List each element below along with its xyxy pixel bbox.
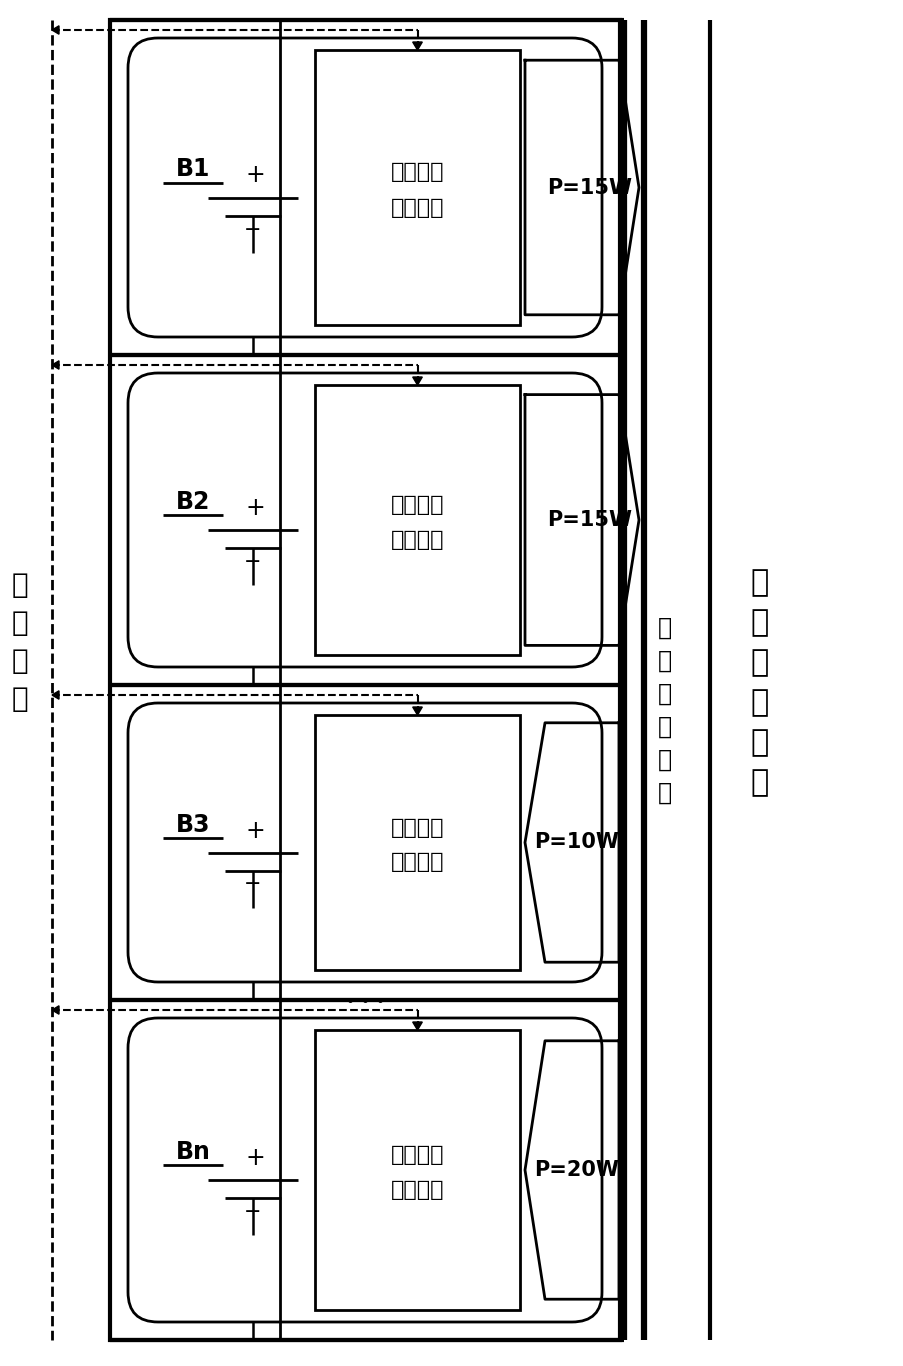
Text: 总: 总 <box>12 647 28 675</box>
Text: 线: 线 <box>12 684 28 713</box>
Text: +: + <box>245 164 265 187</box>
Text: 线: 线 <box>657 781 671 805</box>
Text: +: + <box>245 818 265 843</box>
Text: −: − <box>244 1202 262 1223</box>
Text: +: + <box>245 1146 265 1171</box>
Polygon shape <box>52 691 59 699</box>
Text: 总: 总 <box>657 747 671 772</box>
Polygon shape <box>413 377 422 385</box>
Text: 充: 充 <box>750 688 768 717</box>
Polygon shape <box>413 1022 422 1030</box>
Text: 放: 放 <box>750 728 768 758</box>
Text: 递: 递 <box>657 714 671 739</box>
Text: +: + <box>245 496 265 520</box>
Text: −: − <box>244 220 262 239</box>
Text: Bn: Bn <box>175 1141 210 1164</box>
Text: B3: B3 <box>175 813 210 836</box>
Text: 传: 传 <box>657 682 671 706</box>
Text: 池: 池 <box>750 608 768 638</box>
Text: B1: B1 <box>175 157 210 182</box>
Text: 数: 数 <box>12 571 28 600</box>
Text: P=20W: P=20W <box>534 1160 619 1180</box>
Bar <box>314 385 519 656</box>
Text: −: − <box>244 874 262 895</box>
Text: 均衡电路: 均衡电路 <box>390 198 443 217</box>
Text: 控制器及: 控制器及 <box>390 1145 443 1165</box>
Text: 电: 电 <box>750 568 768 597</box>
Text: 量: 量 <box>657 649 671 673</box>
Text: P=10W: P=10W <box>534 832 619 852</box>
FancyBboxPatch shape <box>128 1018 601 1322</box>
Text: 均衡电路: 均衡电路 <box>390 852 443 873</box>
Text: P=15W: P=15W <box>547 178 632 198</box>
FancyBboxPatch shape <box>128 38 601 337</box>
Polygon shape <box>413 708 422 714</box>
FancyBboxPatch shape <box>128 703 601 982</box>
Text: 据: 据 <box>12 609 28 637</box>
Polygon shape <box>52 361 59 369</box>
Text: B2: B2 <box>175 490 210 514</box>
Polygon shape <box>52 1005 59 1014</box>
Text: 电: 电 <box>750 769 768 798</box>
Text: 能: 能 <box>657 616 671 639</box>
Polygon shape <box>52 26 59 34</box>
Text: −: − <box>244 552 262 572</box>
Text: 控制器及: 控制器及 <box>390 817 443 837</box>
Text: 控制器及: 控制器及 <box>390 494 443 515</box>
FancyBboxPatch shape <box>128 373 601 667</box>
Text: P=15W: P=15W <box>547 510 632 530</box>
Text: 均衡电路: 均衡电路 <box>390 530 443 550</box>
Bar <box>314 51 519 325</box>
Bar <box>314 1030 519 1310</box>
Bar <box>110 20 619 1340</box>
Text: 组: 组 <box>750 649 768 678</box>
Text: 控制器及: 控制器及 <box>390 163 443 183</box>
Bar <box>314 714 519 970</box>
Text: 均衡电路: 均衡电路 <box>390 1180 443 1199</box>
Polygon shape <box>413 42 422 51</box>
